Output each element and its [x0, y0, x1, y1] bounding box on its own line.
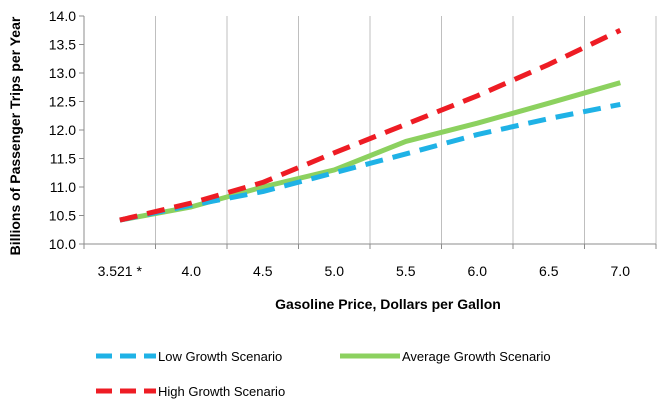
y-tick-label: 13.5: [49, 37, 76, 53]
y-tick-label: 11.0: [50, 179, 76, 195]
y-tick-labels: 10.0 10.5 11.0 11.5 12.0 12.5 13.0 13.5 14.0: [49, 8, 84, 252]
y-tick-label: 14.0: [49, 8, 76, 24]
y-tick-label: 10.5: [49, 208, 76, 224]
x-axis-title: Gasoline Price, Dollars per Gallon: [275, 296, 501, 312]
legend-label: Low Growth Scenario: [158, 349, 282, 364]
legend-label: High Growth Scenario: [158, 384, 285, 399]
series-line: [119, 101, 621, 223]
x-tick-label: 4.0: [182, 263, 202, 279]
legend: Low Growth Scenario Average Growth Scenar…: [96, 349, 551, 399]
series-line: [119, 28, 622, 223]
legend-label: Average Growth Scenario: [402, 349, 551, 364]
x-tick-label: 3.521 *: [98, 263, 143, 279]
y-tick-label: 12.0: [49, 122, 76, 138]
x-tick-label: 6.5: [539, 263, 559, 279]
x-tick-label: 6.0: [468, 263, 488, 279]
y-tick-label: 11.5: [50, 151, 76, 167]
series-lines: [119, 28, 622, 223]
y-tick-label: 12.5: [49, 94, 76, 110]
y-tick-label: 13.0: [49, 65, 76, 81]
x-tick-label: 5.5: [396, 263, 416, 279]
x-tick-labels: 3.521 * 4.0 4.5 5.0 5.5 6.0 6.5 7.0: [83, 244, 657, 279]
x-tick-label: 4.5: [253, 263, 273, 279]
y-axis-title: Billions of Passenger Trips per Year: [7, 16, 23, 255]
x-tick-label: 7.0: [611, 263, 631, 279]
x-tick-label: 5.0: [325, 263, 345, 279]
y-tick-label: 10.0: [49, 236, 76, 252]
